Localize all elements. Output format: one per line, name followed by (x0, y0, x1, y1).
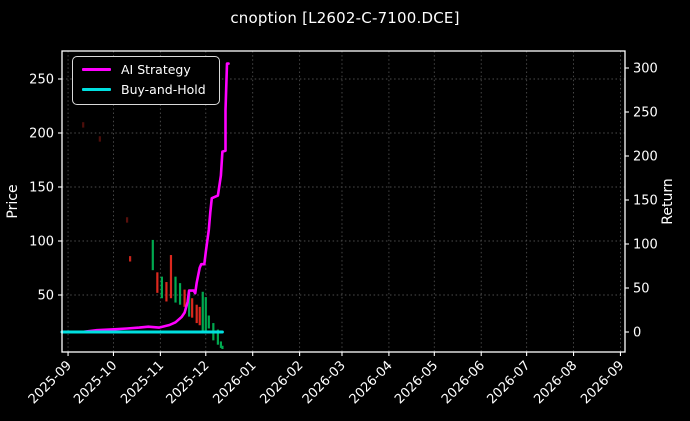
price-bar (191, 298, 194, 318)
legend: AI Strategy Buy-and-Hold (72, 56, 220, 105)
x-axis-ticks: 2025-092025-102025-112025-122026-012026-… (26, 352, 627, 407)
tick-label: 250 (633, 106, 658, 121)
legend-entry-buy-and-hold: Buy-and-Hold (82, 81, 206, 97)
price-bar (151, 239, 154, 271)
tick-label: 2026-02 (257, 358, 306, 407)
price-bar (98, 136, 101, 142)
price-bars-layer (82, 122, 224, 349)
price-bar (207, 315, 210, 329)
price-axis-label: Price (5, 184, 21, 218)
price-bar (156, 272, 159, 293)
price-bar (183, 289, 186, 307)
tick-label: 150 (633, 194, 658, 209)
tick-label: 200 (29, 127, 54, 142)
tick-label: 50 (37, 289, 54, 304)
tick-label: 2026-08 (531, 358, 580, 407)
price-bar (82, 122, 85, 128)
tick-label: 100 (29, 235, 54, 250)
tick-label: 2026-05 (392, 358, 441, 407)
tick-label: 250 (29, 73, 54, 88)
tick-label: 2025-09 (26, 358, 75, 407)
price-bar (174, 276, 177, 303)
tick-label: 2026-04 (347, 358, 396, 407)
price-bar (201, 291, 204, 333)
ai-strategy-line (60, 62, 230, 334)
price-bar (219, 341, 223, 348)
tick-label: 100 (633, 238, 658, 253)
price-bar (178, 283, 182, 305)
price-bar (221, 345, 224, 349)
chart-title: cnoption [L2602-C-7100.DCE] (230, 9, 460, 27)
tick-label: 0 (633, 326, 641, 341)
price-bar (160, 276, 163, 299)
tick-label: 2026-06 (439, 358, 488, 407)
price-bar (169, 255, 173, 299)
tick-label: 150 (29, 181, 54, 196)
price-bar (216, 329, 219, 345)
right-axis-ticks: 0 50 100 150 200 250 300 (625, 62, 658, 341)
tick-label: 2026-03 (300, 358, 349, 407)
tick-label: 50 (633, 282, 650, 297)
legend-entry-ai-strategy: AI Strategy (82, 63, 206, 77)
return-axis-label: Return (660, 178, 676, 224)
legend-label: AI Strategy (121, 62, 191, 77)
tick-label: 2026-07 (484, 358, 533, 407)
price-bar (129, 256, 132, 262)
left-axis-ticks: 50 100 150 200 250 (29, 73, 62, 304)
legend-label: Buy-and-Hold (121, 81, 206, 97)
price-bar (165, 282, 168, 302)
tick-label: 2026-09 (578, 358, 627, 407)
price-bar (198, 306, 201, 326)
price-bar (188, 292, 191, 317)
axis-titles: Price Return (5, 178, 676, 224)
ai-strategy-line-swatch (82, 68, 111, 72)
price-bar (204, 297, 207, 333)
tick-label: 2025-12 (164, 358, 213, 407)
tick-label: 300 (633, 62, 658, 77)
price-bar (125, 217, 129, 223)
axes-layer (61, 50, 626, 353)
tick-label: 2025-11 (118, 358, 167, 407)
tick-label: 2026-01 (210, 358, 259, 407)
tick-label: 2025-10 (71, 358, 120, 407)
price-bar (195, 304, 198, 324)
tick-label: 200 (633, 150, 658, 165)
buy-and-hold-line-swatch (82, 88, 111, 92)
